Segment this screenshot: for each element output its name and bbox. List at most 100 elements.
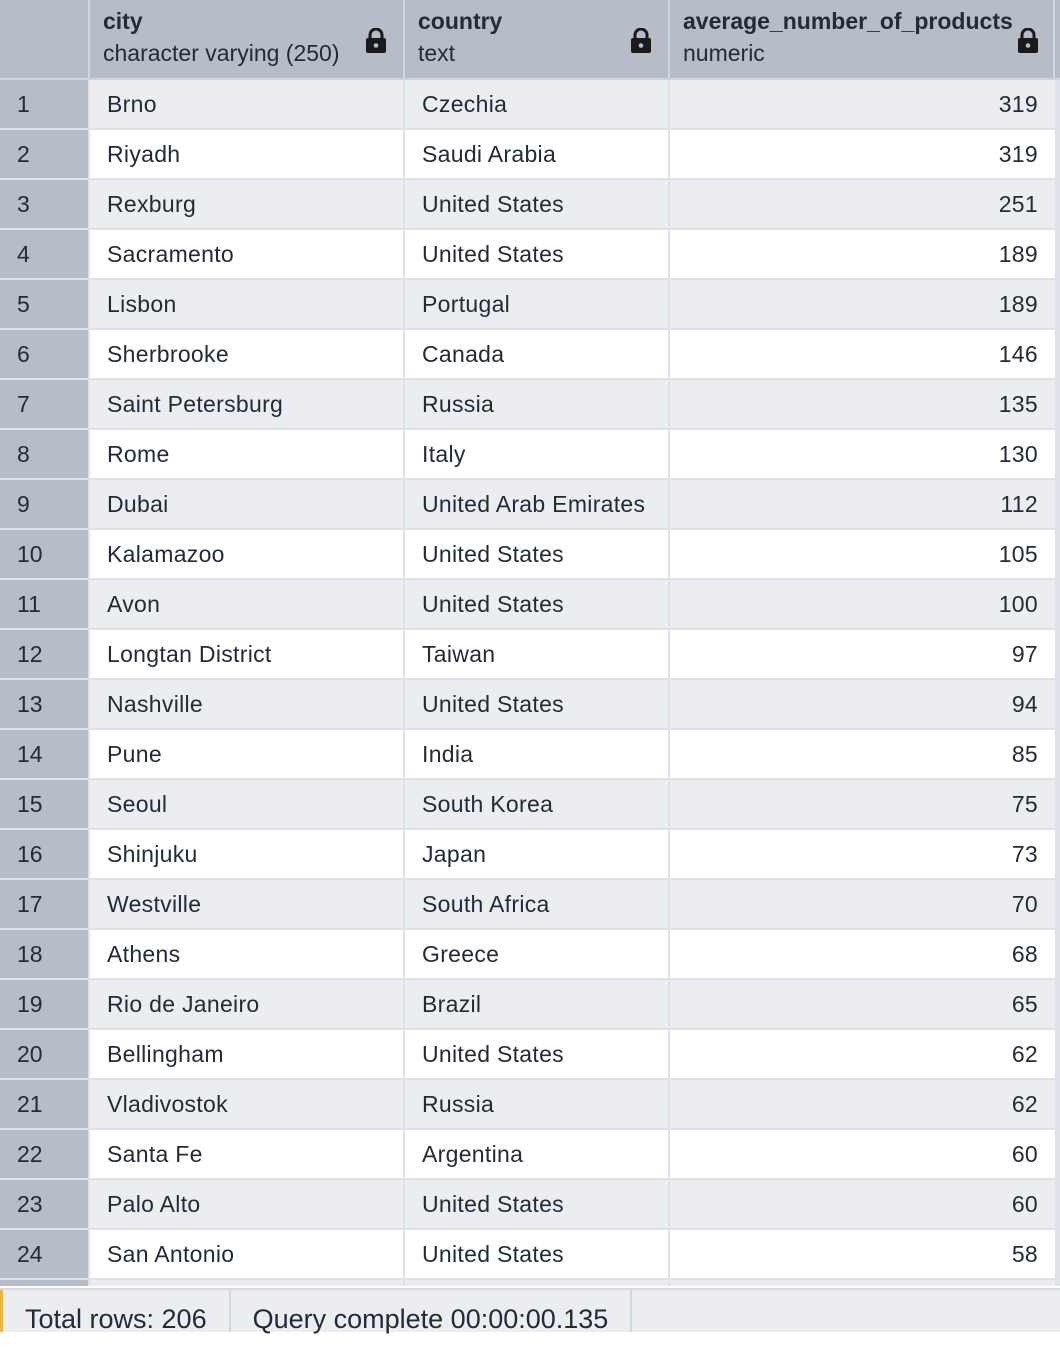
average-number-of-products-cell[interactable]: 62	[670, 1030, 1055, 1078]
table-row[interactable]: 1 Brno Czechia 319	[0, 80, 1060, 130]
table-row[interactable]: 8 Rome Italy 130	[0, 430, 1060, 480]
country-cell[interactable]: Portugal	[405, 280, 670, 328]
row-number-cell[interactable]: 15	[0, 780, 90, 828]
average-number-of-products-cell[interactable]: 100	[670, 580, 1055, 628]
average-number-of-products-cell[interactable]: 65	[670, 980, 1055, 1028]
table-row[interactable]: 9 Dubai United Arab Emirates 112	[0, 480, 1060, 530]
city-cell[interactable]: Shinjuku	[90, 830, 405, 878]
city-cell[interactable]: Santa Fe	[90, 1130, 405, 1178]
city-cell[interactable]: Rio de Janeiro	[90, 980, 405, 1028]
column-header-average-number-of-products[interactable]: average_number_of_products numeric	[670, 0, 1055, 78]
country-cell[interactable]: United States	[405, 1030, 670, 1078]
city-cell[interactable]: San Antonio	[90, 1230, 405, 1278]
row-number-cell[interactable]: 22	[0, 1130, 90, 1178]
city-cell[interactable]: Vladivostok	[90, 1080, 405, 1128]
country-cell[interactable]: Greece	[405, 930, 670, 978]
city-cell[interactable]: Westville	[90, 880, 405, 928]
row-number-cell[interactable]: 20	[0, 1030, 90, 1078]
average-number-of-products-cell[interactable]: 112	[670, 480, 1055, 528]
country-cell[interactable]: United States	[405, 530, 670, 578]
average-number-of-products-cell[interactable]: 251	[670, 180, 1055, 228]
column-header-city[interactable]: city character varying (250)	[90, 0, 405, 78]
country-cell[interactable]: Saudi Arabia	[405, 130, 670, 178]
country-cell[interactable]: United States	[405, 580, 670, 628]
table-row[interactable]: 20 Bellingham United States 62	[0, 1030, 1060, 1080]
country-cell[interactable]: Italy	[405, 430, 670, 478]
table-row[interactable]: 6 Sherbrooke Canada 146	[0, 330, 1060, 380]
table-row[interactable]: 24 San Antonio United States 58	[0, 1230, 1060, 1280]
city-cell[interactable]: Riyadh	[90, 130, 405, 178]
city-cell[interactable]: Sacramento	[90, 230, 405, 278]
city-cell[interactable]: Seoul	[90, 780, 405, 828]
row-number-cell[interactable]: 21	[0, 1080, 90, 1128]
country-cell[interactable]: Czechia	[405, 80, 670, 128]
average-number-of-products-cell[interactable]: 62	[670, 1080, 1055, 1128]
average-number-of-products-cell[interactable]: 146	[670, 330, 1055, 378]
row-number-cell[interactable]: 12	[0, 630, 90, 678]
table-row[interactable]: 18 Athens Greece 68	[0, 930, 1060, 980]
table-row[interactable]: 11 Avon United States 100	[0, 580, 1060, 630]
row-number-cell[interactable]: 13	[0, 680, 90, 728]
country-cell[interactable]: Russia	[405, 1080, 670, 1128]
row-number-cell[interactable]: 6	[0, 330, 90, 378]
country-cell[interactable]: United States	[405, 1230, 670, 1278]
country-cell[interactable]: South Africa	[405, 880, 670, 928]
average-number-of-products-cell[interactable]: 319	[670, 80, 1055, 128]
table-row[interactable]: 12 Longtan District Taiwan 97	[0, 630, 1060, 680]
row-number-cell[interactable]: 19	[0, 980, 90, 1028]
country-cell[interactable]: Taiwan	[405, 630, 670, 678]
country-cell[interactable]: United States	[405, 230, 670, 278]
row-number-cell[interactable]: 1	[0, 80, 90, 128]
column-header-country[interactable]: country text	[405, 0, 670, 78]
city-cell[interactable]: Rexburg	[90, 180, 405, 228]
country-cell[interactable]: Argentina	[405, 1130, 670, 1178]
average-number-of-products-cell[interactable]: 94	[670, 680, 1055, 728]
row-number-cell[interactable]: 7	[0, 380, 90, 428]
country-cell[interactable]: Japan	[405, 830, 670, 878]
city-cell[interactable]: Pune	[90, 730, 405, 778]
table-row[interactable]: 13 Nashville United States 94	[0, 680, 1060, 730]
row-number-cell[interactable]: 3	[0, 180, 90, 228]
table-row[interactable]: 4 Sacramento United States 189	[0, 230, 1060, 280]
row-number-cell[interactable]: 24	[0, 1230, 90, 1278]
city-cell[interactable]: Sherbrooke	[90, 330, 405, 378]
row-number-cell[interactable]: 14	[0, 730, 90, 778]
average-number-of-products-cell[interactable]: 68	[670, 930, 1055, 978]
average-number-of-products-cell[interactable]: 135	[670, 380, 1055, 428]
table-row[interactable]: 16 Shinjuku Japan 73	[0, 830, 1060, 880]
average-number-of-products-cell[interactable]: 189	[670, 230, 1055, 278]
row-number-cell[interactable]: 23	[0, 1180, 90, 1228]
average-number-of-products-cell[interactable]: 73	[670, 830, 1055, 878]
table-row[interactable]: 21 Vladivostok Russia 62	[0, 1080, 1060, 1130]
average-number-of-products-cell[interactable]: 97	[670, 630, 1055, 678]
row-number-cell[interactable]: 11	[0, 580, 90, 628]
country-cell[interactable]: Canada	[405, 330, 670, 378]
row-number-cell[interactable]: 18	[0, 930, 90, 978]
city-cell[interactable]: Nashville	[90, 680, 405, 728]
row-number-cell[interactable]: 2	[0, 130, 90, 178]
average-number-of-products-cell[interactable]: 75	[670, 780, 1055, 828]
city-cell[interactable]: Kalamazoo	[90, 530, 405, 578]
country-cell[interactable]: India	[405, 730, 670, 778]
row-number-cell[interactable]: 4	[0, 230, 90, 278]
city-cell[interactable]: Saint Petersburg	[90, 380, 405, 428]
average-number-of-products-cell[interactable]: 70	[670, 880, 1055, 928]
average-number-of-products-cell[interactable]: 60	[670, 1180, 1055, 1228]
country-cell[interactable]: Russia	[405, 380, 670, 428]
table-row[interactable]: 10 Kalamazoo United States 105	[0, 530, 1060, 580]
country-cell[interactable]: United States	[405, 680, 670, 728]
row-number-cell[interactable]: 17	[0, 880, 90, 928]
row-number-cell[interactable]: 5	[0, 280, 90, 328]
country-cell[interactable]: United Arab Emirates	[405, 480, 670, 528]
country-cell[interactable]: United States	[405, 180, 670, 228]
country-cell[interactable]: Brazil	[405, 980, 670, 1028]
city-cell[interactable]: Longtan District	[90, 630, 405, 678]
average-number-of-products-cell[interactable]: 319	[670, 130, 1055, 178]
table-row[interactable]: 15 Seoul South Korea 75	[0, 780, 1060, 830]
average-number-of-products-cell[interactable]: 58	[670, 1230, 1055, 1278]
row-number-cell[interactable]: 8	[0, 430, 90, 478]
city-cell[interactable]: Avon	[90, 580, 405, 628]
row-number-header[interactable]	[0, 0, 90, 78]
city-cell[interactable]: Athens	[90, 930, 405, 978]
table-row[interactable]: 19 Rio de Janeiro Brazil 65	[0, 980, 1060, 1030]
